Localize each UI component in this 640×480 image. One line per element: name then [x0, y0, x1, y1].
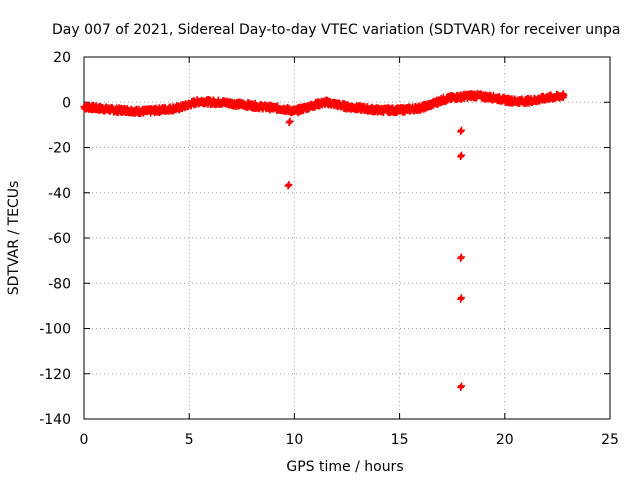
data-point: [375, 106, 383, 114]
outlier-point: [285, 119, 293, 127]
data-point: [469, 91, 477, 99]
data-point: [175, 104, 183, 112]
data-point: [311, 101, 319, 109]
data-point: [543, 94, 551, 102]
data-point: [522, 97, 530, 105]
data-point: [217, 98, 225, 106]
data-point: [248, 102, 256, 110]
data-point: [459, 93, 467, 101]
data-point: [354, 104, 362, 112]
data-point: [227, 99, 235, 107]
data-point: [480, 93, 488, 101]
y-axis-label: SDTVAR / TECUs: [6, 181, 22, 296]
data-point: [143, 107, 151, 115]
y-tick-label: -120: [39, 367, 71, 383]
outlier-point: [457, 254, 465, 262]
data-point: [417, 104, 425, 112]
data-point: [490, 94, 498, 102]
data-point: [164, 105, 172, 113]
x-tick-label: 15: [391, 432, 409, 448]
data-point: [553, 93, 561, 101]
outlier-point: [284, 182, 292, 190]
data-point: [154, 106, 162, 114]
outlier-point: [457, 151, 465, 159]
outlier-point: [457, 126, 465, 134]
outlier-point: [457, 295, 465, 303]
outlier-point: [457, 253, 465, 261]
data-point: [122, 106, 130, 114]
data-point: [269, 104, 277, 112]
outlier-point: [285, 181, 293, 189]
outlier-point: [457, 383, 465, 391]
data-point: [322, 98, 330, 106]
data-points: [80, 89, 568, 391]
x-tick-label: 20: [496, 432, 514, 448]
data-point: [532, 96, 540, 104]
y-tick-label: -60: [48, 231, 71, 247]
y-tick-label: -100: [39, 322, 71, 338]
data-point: [560, 91, 568, 99]
data-point: [192, 98, 200, 106]
data-point: [290, 107, 298, 115]
data-point: [301, 104, 309, 112]
data-point: [112, 106, 120, 114]
data-point: [185, 101, 193, 109]
data-point: [280, 105, 288, 113]
data-point: [501, 96, 509, 104]
data-point: [133, 107, 141, 115]
data-point: [438, 96, 446, 104]
y-tick-label: -40: [48, 186, 71, 202]
data-point: [448, 94, 456, 102]
x-tick-label: 25: [601, 432, 619, 448]
axes: [83, 56, 611, 420]
outlier-point: [457, 382, 465, 390]
data-point: [511, 97, 519, 105]
data-point: [259, 103, 267, 111]
x-tick-label: 0: [80, 432, 89, 448]
tick-labels: 0 5 10 15 20 25 20 0 -20 -40 -60 -80 -100 -120 -140: [39, 50, 619, 448]
data-point: [91, 104, 99, 112]
outlier-point: [457, 128, 465, 136]
x-axis-label: GPS time / hours: [286, 459, 403, 475]
data-point: [343, 103, 351, 111]
data-point: [364, 105, 372, 113]
y-tick-label: -20: [48, 141, 71, 157]
y-tick-label: -140: [39, 412, 71, 428]
data-point: [385, 106, 393, 114]
x-tick-label: 10: [285, 432, 303, 448]
x-tick-label: 5: [185, 432, 194, 448]
y-tick-label: 20: [53, 50, 71, 66]
outlier-point: [286, 117, 294, 125]
y-tick-label: -80: [48, 276, 71, 292]
data-point: [332, 101, 340, 109]
data-point: [198, 97, 206, 105]
data-point: [206, 98, 214, 106]
data-point: [238, 101, 246, 109]
outlier-point: [457, 153, 465, 161]
data-point: [80, 103, 88, 111]
grid-lines: [84, 57, 610, 419]
y-tick-label: 0: [62, 95, 71, 111]
data-point: [406, 105, 414, 113]
outlier-point: [457, 294, 465, 302]
data-point: [101, 105, 109, 113]
chart-title: Day 007 of 2021, Sidereal Day-to-day VTE…: [52, 22, 620, 38]
data-point: [396, 106, 404, 114]
data-point: [427, 101, 435, 109]
